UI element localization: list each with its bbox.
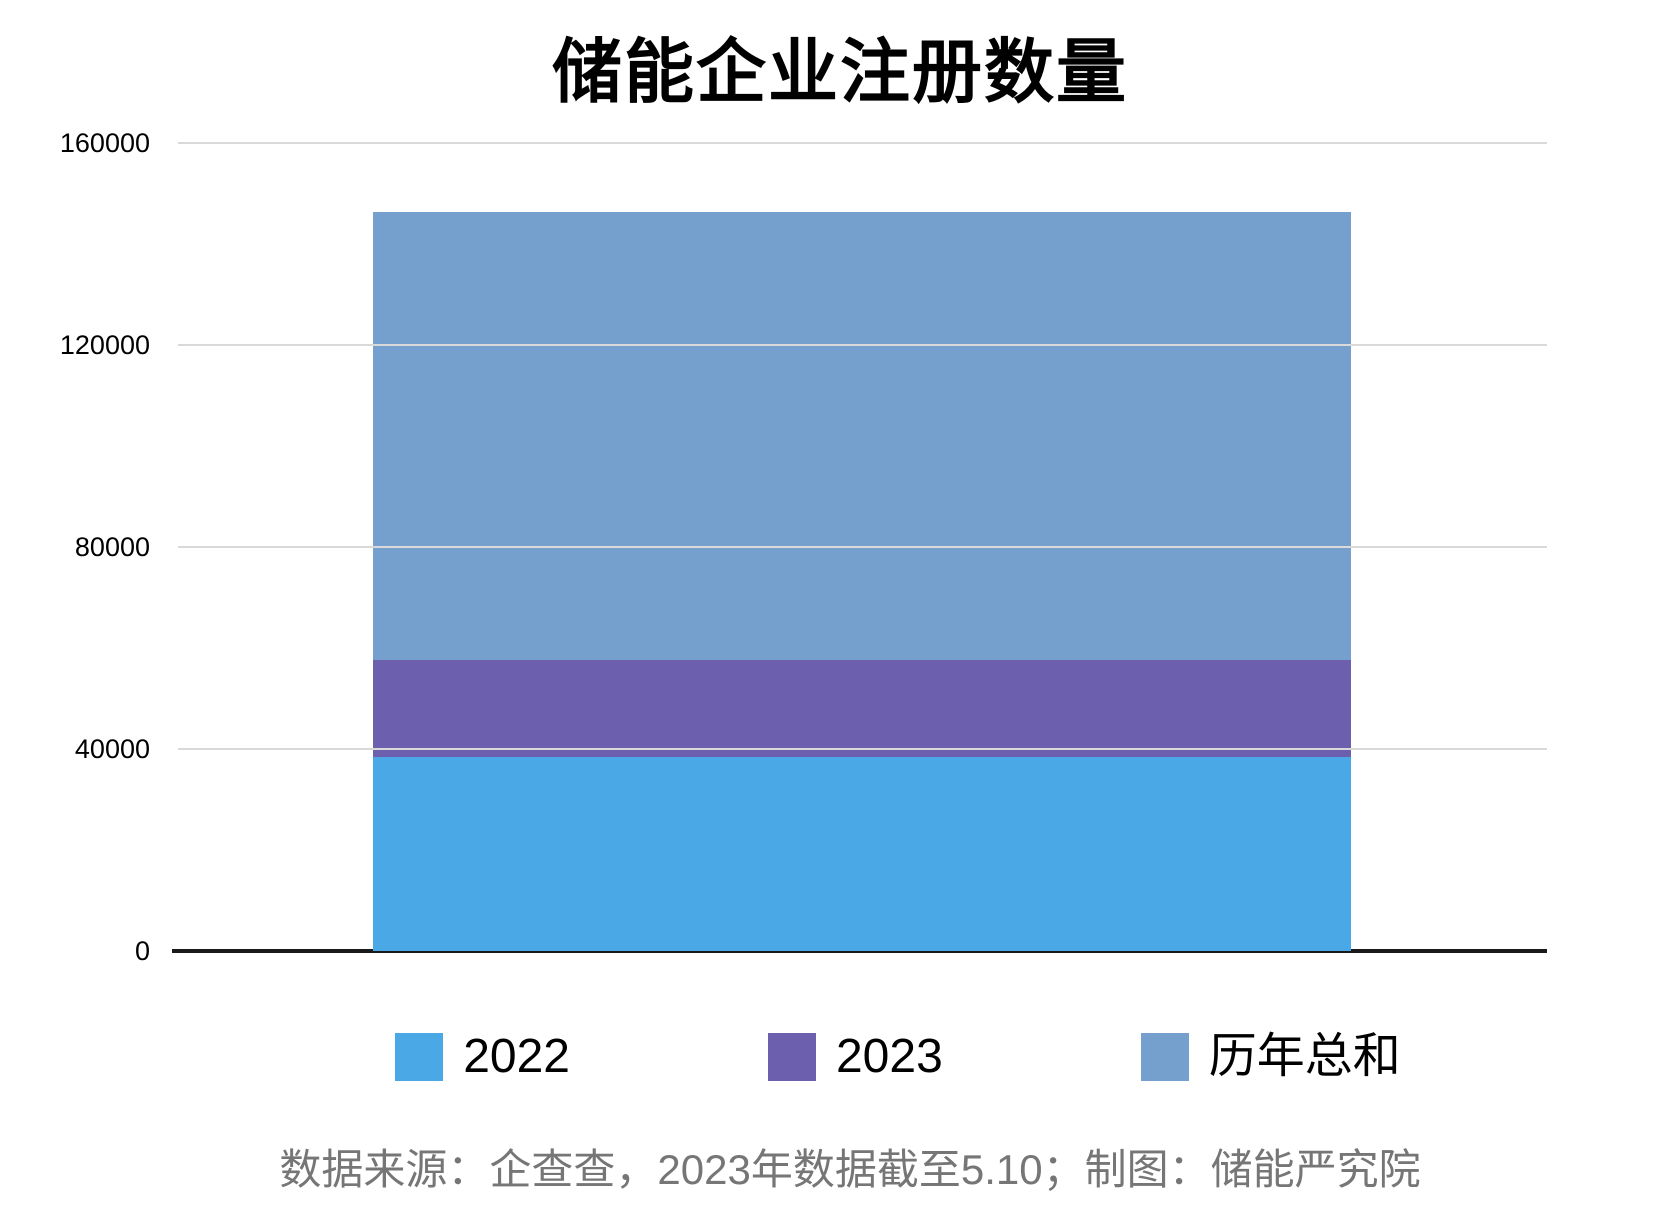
legend-label-历年总和: 历年总和 <box>1208 1030 1401 1083</box>
legend-item-历年总和: 历年总和 <box>1140 1030 1401 1083</box>
legend-item-2022: 2022 <box>395 1032 570 1082</box>
gridline-160000 <box>178 142 1547 144</box>
gridline-40000 <box>178 748 1547 750</box>
legend-swatch-2023 <box>767 1033 816 1081</box>
legend: 2022 2023 历年总和 <box>58 1032 1680 1082</box>
y-axis-tick-label-0: 0 <box>134 936 150 966</box>
stacked-bar <box>373 143 1351 951</box>
legend-swatch-2022 <box>395 1033 444 1081</box>
y-axis-tick-label-40000: 40000 <box>74 734 150 764</box>
legend-swatch-历年总和 <box>1140 1033 1189 1081</box>
gridline-120000 <box>178 344 1547 346</box>
source-note: 数据来源：企查查，2023年数据截至5.10；制图：储能严究院 <box>279 1146 1421 1193</box>
legend-label-2022: 2022 <box>463 1030 570 1083</box>
x-axis-line <box>172 949 1547 953</box>
y-axis-tick-label-160000: 160000 <box>59 128 150 158</box>
plot-area <box>172 142 1547 953</box>
legend-label-2023: 2023 <box>835 1030 943 1083</box>
bar-segment-2023 <box>373 660 1351 757</box>
y-axis-tick-label-120000: 120000 <box>59 330 150 360</box>
bar-segment-历年总和 <box>373 211 1351 661</box>
bar-segment-2022 <box>373 756 1351 951</box>
chart-title: 储能企业注册数量 <box>552 33 1128 111</box>
y-axis-tick-label-80000: 80000 <box>74 532 150 562</box>
gridline-80000 <box>178 546 1547 548</box>
legend-item-2023: 2023 <box>767 1030 943 1083</box>
